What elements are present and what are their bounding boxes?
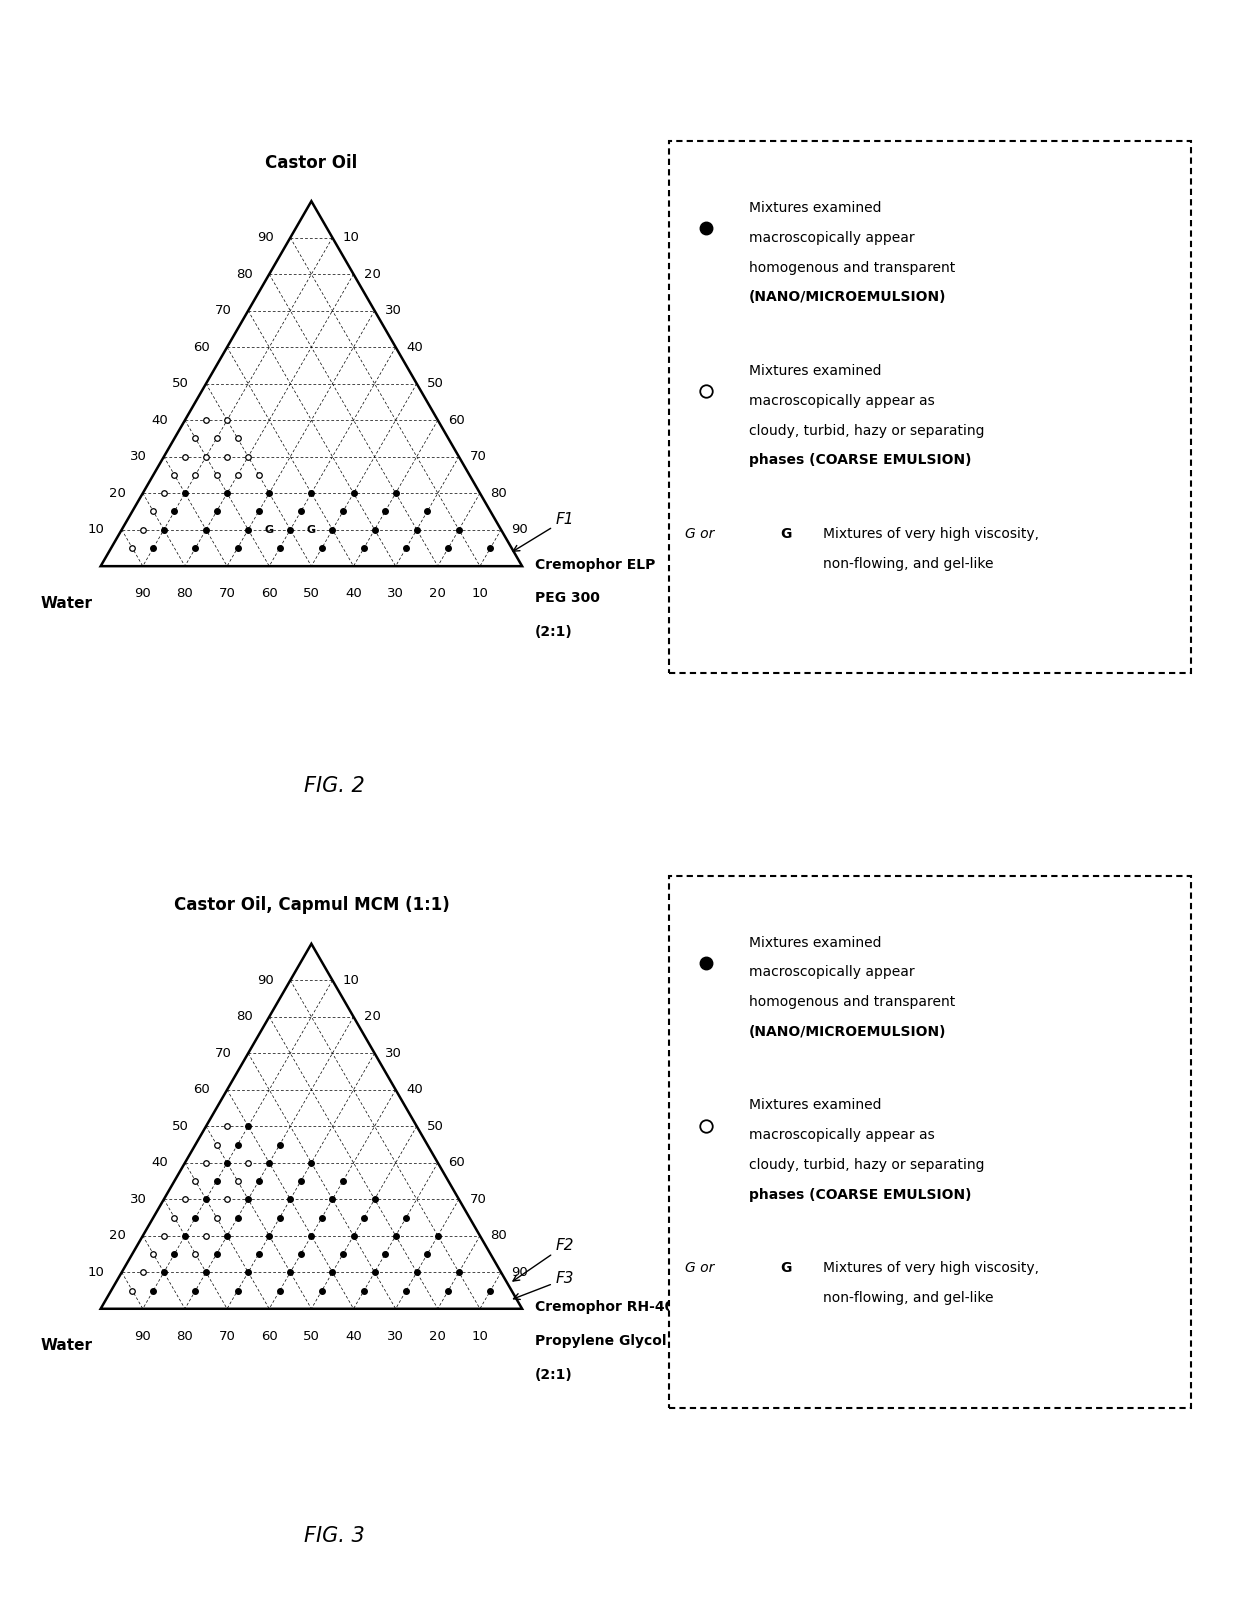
Text: 50: 50 [303,1330,320,1343]
Text: homogenous and transparent: homogenous and transparent [749,995,955,1009]
Text: (NANO/MICROEMULSION): (NANO/MICROEMULSION) [749,291,946,305]
Text: 40: 40 [151,1156,169,1169]
Text: G: G [306,525,316,535]
Text: G: G [264,525,274,535]
Text: F1: F1 [513,513,574,551]
Text: 70: 70 [215,1046,232,1060]
FancyBboxPatch shape [668,141,1192,674]
Text: cloudy, turbid, hazy or separating: cloudy, turbid, hazy or separating [749,423,985,438]
Text: non-flowing, and gel-like: non-flowing, and gel-like [823,557,994,570]
Text: 90: 90 [134,1330,151,1343]
Text: cloudy, turbid, hazy or separating: cloudy, turbid, hazy or separating [749,1158,985,1172]
Text: 10: 10 [88,1266,105,1279]
Text: G or: G or [684,1262,718,1276]
Text: 80: 80 [491,1230,507,1242]
Text: 10: 10 [471,588,489,600]
Text: 90: 90 [512,524,528,537]
Text: homogenous and transparent: homogenous and transparent [749,260,955,275]
Text: (2:1): (2:1) [534,624,573,639]
Text: macroscopically appear: macroscopically appear [749,230,914,244]
Text: phases (COARSE EMULSION): phases (COARSE EMULSION) [749,454,971,468]
Text: 70: 70 [470,1193,486,1206]
Text: Castor Oil: Castor Oil [265,153,357,172]
Text: 20: 20 [365,268,381,281]
Text: 80: 80 [236,1011,253,1024]
Text: 60: 60 [193,1083,211,1096]
Text: 90: 90 [134,588,151,600]
Text: 50: 50 [172,377,190,390]
Text: Mixtures examined: Mixtures examined [749,1099,882,1113]
Text: 70: 70 [218,1330,236,1343]
Text: 50: 50 [428,377,444,390]
Text: 40: 40 [345,588,362,600]
Text: 80: 80 [176,588,193,600]
Text: 50: 50 [303,588,320,600]
Text: Water: Water [40,1338,92,1353]
FancyBboxPatch shape [668,875,1192,1409]
Text: FIG. 2: FIG. 2 [305,776,365,795]
Text: 10: 10 [471,1330,489,1343]
Text: non-flowing, and gel-like: non-flowing, and gel-like [823,1290,994,1305]
Text: (NANO/MICROEMULSION): (NANO/MICROEMULSION) [749,1025,946,1040]
Text: Water: Water [40,596,92,610]
Text: 10: 10 [88,524,105,537]
Text: 40: 40 [407,340,423,353]
Text: 20: 20 [109,487,126,500]
Text: 20: 20 [429,588,446,600]
Text: 60: 60 [449,414,465,426]
Text: 90: 90 [512,1266,528,1279]
Text: 80: 80 [176,1330,193,1343]
Text: PEG 300: PEG 300 [534,591,600,605]
Text: Castor Oil, Capmul MCM (1:1): Castor Oil, Capmul MCM (1:1) [174,896,449,915]
Text: Cremophor ELP: Cremophor ELP [534,557,655,572]
Text: F3: F3 [513,1271,574,1300]
Text: 40: 40 [407,1083,423,1096]
Text: 60: 60 [260,588,278,600]
Text: 40: 40 [345,1330,362,1343]
Text: macroscopically appear: macroscopically appear [749,965,914,979]
Text: 50: 50 [172,1119,190,1132]
Text: 60: 60 [449,1156,465,1169]
Text: 30: 30 [387,1330,404,1343]
Text: 70: 70 [470,450,486,463]
Text: 60: 60 [193,340,211,353]
Text: 10: 10 [343,974,360,987]
Text: 30: 30 [386,1046,402,1060]
Text: 20: 20 [109,1230,126,1242]
Text: FIG. 3: FIG. 3 [305,1527,365,1546]
Text: Cremophor RH-40: Cremophor RH-40 [534,1300,675,1314]
Text: 60: 60 [260,1330,278,1343]
Text: 10: 10 [343,232,360,244]
Text: 70: 70 [215,303,232,318]
Text: Propylene Glycol: Propylene Glycol [534,1333,666,1348]
Text: Mixtures examined: Mixtures examined [749,364,882,378]
Text: G: G [781,527,792,541]
Text: 30: 30 [387,588,404,600]
Text: 80: 80 [236,268,253,281]
Text: Mixtures examined: Mixtures examined [749,201,882,216]
Text: F2: F2 [513,1238,574,1281]
Text: Mixtures of very high viscosity,: Mixtures of very high viscosity, [823,1262,1039,1276]
Text: 40: 40 [151,414,169,426]
Text: phases (COARSE EMULSION): phases (COARSE EMULSION) [749,1188,971,1203]
Text: 70: 70 [218,588,236,600]
Text: 20: 20 [429,1330,446,1343]
Text: 90: 90 [257,232,274,244]
Text: Mixtures examined: Mixtures examined [749,936,882,950]
Text: macroscopically appear as: macroscopically appear as [749,1127,935,1142]
Text: 90: 90 [257,974,274,987]
Text: 50: 50 [428,1119,444,1132]
Text: G or: G or [684,527,718,541]
Text: 30: 30 [130,1193,148,1206]
Text: 30: 30 [386,303,402,318]
Text: 30: 30 [130,450,148,463]
Text: (2:1): (2:1) [534,1367,573,1381]
Text: macroscopically appear as: macroscopically appear as [749,394,935,407]
Text: G: G [781,1262,792,1276]
Text: 80: 80 [491,487,507,500]
Text: 20: 20 [365,1011,381,1024]
Text: Mixtures of very high viscosity,: Mixtures of very high viscosity, [823,527,1039,541]
